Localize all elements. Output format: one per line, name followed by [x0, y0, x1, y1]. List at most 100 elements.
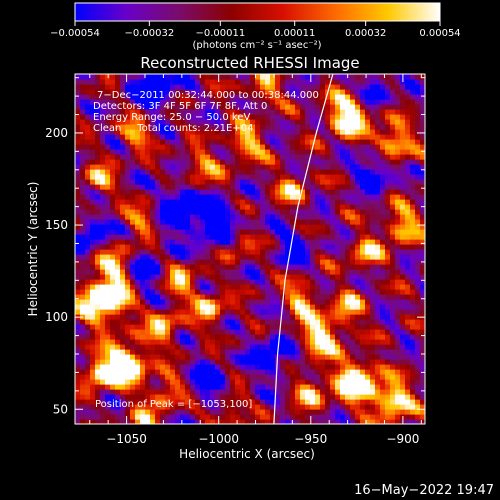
heatmap-cell	[390, 349, 396, 355]
heatmap-cell	[130, 264, 136, 270]
heatmap-cell	[415, 279, 421, 285]
heatmap-cell	[185, 84, 191, 90]
heatmap-cell	[410, 124, 416, 130]
heatmap-cell	[340, 344, 346, 350]
heatmap-cell	[245, 139, 251, 145]
heatmap-cell	[110, 74, 116, 80]
heatmap-cell	[195, 264, 201, 270]
heatmap-cell	[120, 419, 126, 424]
heatmap-cell	[170, 414, 176, 420]
heatmap-cell	[305, 324, 311, 330]
heatmap-cell	[305, 189, 311, 195]
heatmap-cell	[75, 169, 81, 175]
heatmap-cell	[165, 359, 171, 365]
heatmap-cell	[345, 134, 351, 140]
heatmap-cell	[230, 214, 236, 220]
heatmap-cell	[330, 104, 336, 110]
heatmap-cell	[245, 329, 251, 335]
heatmap-cell	[330, 169, 336, 175]
heatmap-cell	[110, 349, 116, 355]
heatmap-cell	[265, 104, 271, 110]
heatmap-cell	[170, 214, 176, 220]
heatmap-cell	[200, 169, 206, 175]
heatmap-cell	[390, 359, 396, 365]
heatmap-cell	[200, 144, 206, 150]
heatmap-cell	[225, 274, 231, 280]
heatmap-cell	[145, 369, 151, 375]
heatmap-cell	[250, 164, 256, 170]
heatmap-cell	[160, 379, 166, 385]
heatmap-cell	[420, 124, 425, 130]
heatmap-cell	[160, 229, 166, 235]
heatmap-cell	[175, 274, 181, 280]
heatmap-cell	[120, 254, 126, 260]
heatmap-cell	[295, 184, 301, 190]
heatmap-cell	[265, 329, 271, 335]
heatmap-cell	[320, 249, 326, 255]
heatmap-cell	[325, 294, 331, 300]
heatmap-cell	[385, 404, 391, 410]
heatmap-cell	[180, 254, 186, 260]
heatmap-cell	[260, 364, 266, 370]
heatmap-cell	[155, 269, 161, 275]
heatmap-cell	[145, 84, 151, 90]
heatmap-cell	[230, 324, 236, 330]
heatmap-cell	[165, 199, 171, 205]
heatmap-cell	[265, 359, 271, 365]
heatmap-cell	[155, 334, 161, 340]
heatmap-cell	[340, 324, 346, 330]
heatmap-cell	[380, 419, 386, 424]
heatmap-cell	[395, 314, 401, 320]
heatmap-cell	[370, 209, 376, 215]
heatmap-cell	[115, 114, 121, 120]
colorbar-tick-label: −0.00032	[124, 28, 174, 39]
heatmap-cell	[180, 104, 186, 110]
heatmap-cell	[110, 129, 116, 135]
heatmap-cell	[255, 399, 261, 405]
heatmap-cell	[270, 129, 276, 135]
heatmap-cell	[200, 264, 206, 270]
heatmap-cell	[170, 74, 176, 80]
heatmap-cell	[375, 329, 381, 335]
heatmap-cell	[355, 384, 361, 390]
heatmap-cell	[260, 154, 266, 160]
heatmap-cell	[230, 254, 236, 260]
heatmap-cell	[400, 394, 406, 400]
heatmap-cell	[260, 99, 266, 105]
heatmap-cell	[325, 209, 331, 215]
heatmap-cell	[115, 89, 121, 95]
heatmap-cell	[95, 414, 101, 420]
heatmap-cell	[300, 149, 306, 155]
heatmap-cell	[295, 274, 301, 280]
heatmap-cell	[135, 204, 141, 210]
heatmap-cell	[90, 214, 96, 220]
heatmap-cell	[135, 84, 141, 90]
heatmap-cell	[405, 389, 411, 395]
heatmap-cell	[265, 184, 271, 190]
heatmap-cell	[95, 259, 101, 265]
heatmap-cell	[315, 79, 321, 85]
heatmap-cell	[215, 324, 221, 330]
heatmap-cell	[150, 134, 156, 140]
heatmap-cell	[120, 154, 126, 160]
heatmap-cell	[325, 224, 331, 230]
heatmap-cell	[225, 349, 231, 355]
heatmap-cell	[355, 344, 361, 350]
heatmap-cell	[205, 99, 211, 105]
heatmap-cell	[420, 74, 425, 80]
heatmap-cell	[185, 404, 191, 410]
heatmap-cell	[355, 309, 361, 315]
heatmap-cell	[105, 304, 111, 310]
heatmap-cell	[415, 199, 421, 205]
heatmap-cell	[420, 89, 425, 95]
heatmap-cell	[175, 399, 181, 405]
heatmap-cell	[150, 329, 156, 335]
heatmap-cell	[355, 144, 361, 150]
heatmap-cell	[285, 184, 291, 190]
heatmap-cell	[255, 149, 261, 155]
heatmap-cell	[195, 74, 201, 80]
heatmap-cell	[100, 149, 106, 155]
heatmap-cell	[345, 84, 351, 90]
heatmap-cell	[280, 104, 286, 110]
heatmap-cell	[310, 119, 316, 125]
